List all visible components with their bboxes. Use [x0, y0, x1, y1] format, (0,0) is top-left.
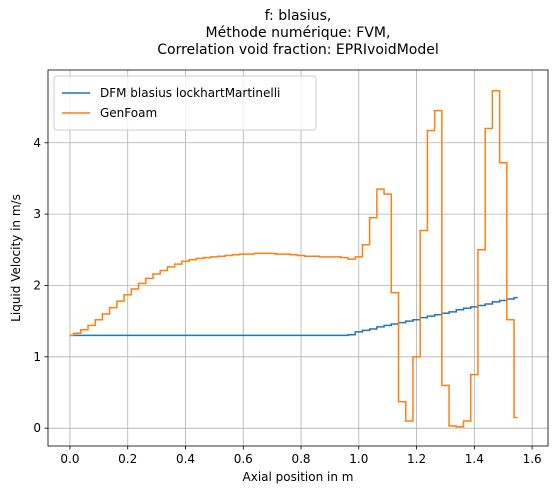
legend-label: GenFoam — [100, 106, 157, 120]
data-line — [69, 296, 518, 337]
x-tick-label: 0.4 — [176, 452, 195, 466]
x-tick-label: 0.6 — [234, 452, 253, 466]
y-tick-label: 3 — [33, 207, 41, 221]
x-axis-label: Axial position in m — [243, 470, 354, 484]
chart-title: f: blasius, Méthode numérique: FVM, Correl… — [157, 8, 438, 58]
legend-box — [53, 75, 317, 131]
x-tick-label: 1.4 — [465, 452, 484, 466]
y-tick-label: 2 — [33, 278, 41, 292]
plot-frame — [47, 69, 549, 447]
y-axis-label: Liquid Velocity in m/s — [9, 194, 23, 322]
data-line — [69, 89, 518, 428]
x-tick-label: 0.8 — [291, 452, 310, 466]
x-tick-label: 0.0 — [60, 452, 79, 466]
y-tick-label: 0 — [33, 421, 41, 435]
x-tick-label: 1.6 — [523, 452, 542, 466]
legend-label: DFM blasius lockhartMartinelli — [100, 86, 280, 100]
legend: DFM blasius lockhartMartinelli GenFoam — [53, 75, 317, 131]
x-tick-label: 1.0 — [349, 452, 368, 466]
y-tick-label: 1 — [33, 350, 41, 364]
y-tick-label: 4 — [33, 136, 41, 150]
x-tick-label: 0.2 — [118, 452, 137, 466]
x-tick-label: 1.2 — [407, 452, 426, 466]
